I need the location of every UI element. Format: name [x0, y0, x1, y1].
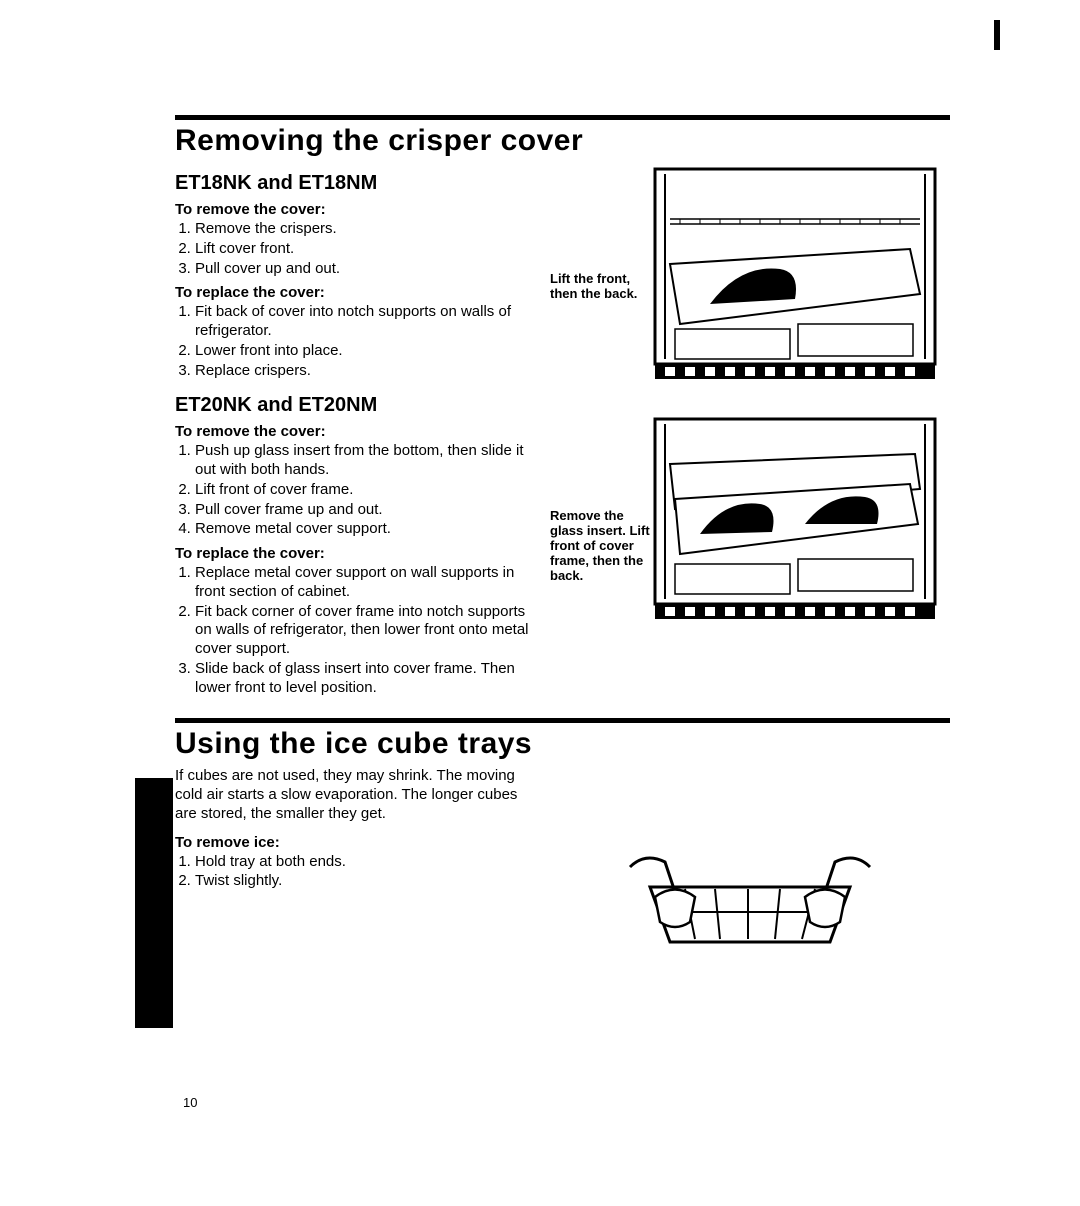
list-item: Push up glass insert from the bottom, th… — [195, 442, 530, 480]
section1-layout: ET18NK and ET18NM To remove the cover: R… — [175, 164, 950, 698]
crisper-figure-2 — [650, 414, 940, 624]
remove-ice-steps: Hold tray at both ends. Twist slightly. — [175, 853, 530, 892]
remove-cover-label-2: To remove the cover: — [175, 423, 530, 440]
remove-cover-label-1: To remove the cover: — [175, 201, 530, 218]
list-item: Slide back of glass insert into cover fr… — [195, 660, 530, 698]
section2-layout: If cubes are not used, they may shrink. … — [175, 767, 950, 892]
section1-text: ET18NK and ET18NM To remove the cover: R… — [175, 164, 530, 698]
section1-figures: Lift the front, then the back. — [550, 164, 950, 698]
figure-caption-1: Lift the front, then the back. — [550, 272, 650, 302]
section-title-1: Removing the crisper cover — [175, 124, 950, 158]
list-item: Fit back corner of cover frame into notc… — [195, 603, 530, 659]
replace-steps-1: Fit back of cover into notch supports on… — [175, 303, 530, 380]
list-item: Lift front of cover frame. — [195, 481, 530, 500]
remove-ice-label: To remove ice: — [175, 834, 530, 851]
ice-intro: If cubes are not used, they may shrink. … — [175, 767, 530, 823]
list-item: Replace metal cover support on wall supp… — [195, 564, 530, 602]
section2-figure-col — [550, 767, 950, 892]
list-item: Twist slightly. — [195, 872, 530, 891]
list-item: Lower front into place. — [195, 342, 530, 361]
list-item: Replace crispers. — [195, 362, 530, 381]
list-item: Pull cover frame up and out. — [195, 501, 530, 520]
remove-steps-1: Remove the crispers. Lift cover front. P… — [175, 220, 530, 278]
list-item: Remove the crispers. — [195, 220, 530, 239]
divider-thick — [175, 115, 950, 120]
section-title-2: Using the ice cube trays — [175, 727, 950, 761]
list-item: Lift cover front. — [195, 240, 530, 259]
list-item: Fit back of cover into notch supports on… — [195, 303, 530, 341]
list-item: Remove metal cover support. — [195, 520, 530, 539]
replace-cover-label-1: To replace the cover: — [175, 284, 530, 301]
ice-tray-figure — [620, 847, 880, 977]
list-item: Pull cover up and out. — [195, 260, 530, 279]
list-item: Hold tray at both ends. — [195, 853, 530, 872]
section2-text: If cubes are not used, they may shrink. … — [175, 767, 530, 892]
replace-cover-label-2: To replace the cover: — [175, 545, 530, 562]
divider-thick-2 — [175, 718, 950, 723]
model-heading-1: ET18NK and ET18NM — [175, 172, 530, 195]
figure-caption-2: Remove the glass insert. Lift front of c… — [550, 509, 650, 584]
model-heading-2: ET20NK and ET20NM — [175, 394, 530, 417]
margin-tab — [135, 778, 173, 1028]
page-number: 10 — [183, 1095, 197, 1110]
replace-steps-2: Replace metal cover support on wall supp… — [175, 564, 530, 697]
remove-steps-2: Push up glass insert from the bottom, th… — [175, 442, 530, 539]
crisper-figure-1 — [650, 164, 940, 384]
